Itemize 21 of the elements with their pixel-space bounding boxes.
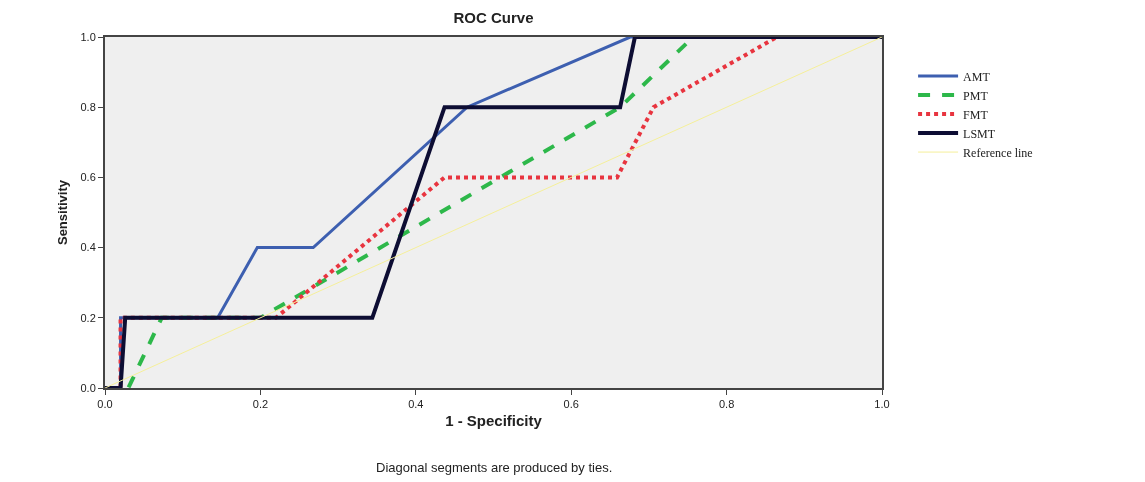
y-tick-label: 0.2 xyxy=(80,311,96,324)
x-tick-label: 0.4 xyxy=(408,398,424,411)
x-tick-label: 0.8 xyxy=(718,398,735,411)
x-tick-label: 0.2 xyxy=(252,398,269,411)
y-tick-label: 0.6 xyxy=(80,171,96,184)
chart-title: ROC Curve xyxy=(453,8,534,26)
legend-label: LSMT xyxy=(963,126,996,141)
y-axis-title: Sensitivity xyxy=(54,179,70,246)
x-tick-label: 0.6 xyxy=(563,398,579,411)
text: Diagonal segments are produced by ties. xyxy=(376,460,613,475)
y-tick-label: 0.8 xyxy=(80,101,96,114)
y-tick-label: 1.0 xyxy=(80,30,96,43)
x-tick-label: 0.0 xyxy=(97,398,113,411)
legend-label: FMT xyxy=(963,107,989,122)
x-tick-label: 1.0 xyxy=(874,398,890,411)
x-axis-title: 1 - Specificity xyxy=(445,411,543,429)
legend-label: Reference line xyxy=(963,145,1033,160)
legend-label: PMT xyxy=(963,88,989,103)
y-tick-label: 0.0 xyxy=(80,381,96,394)
y-tick-label: 0.4 xyxy=(80,241,96,254)
legend-label: AMT xyxy=(963,69,991,84)
